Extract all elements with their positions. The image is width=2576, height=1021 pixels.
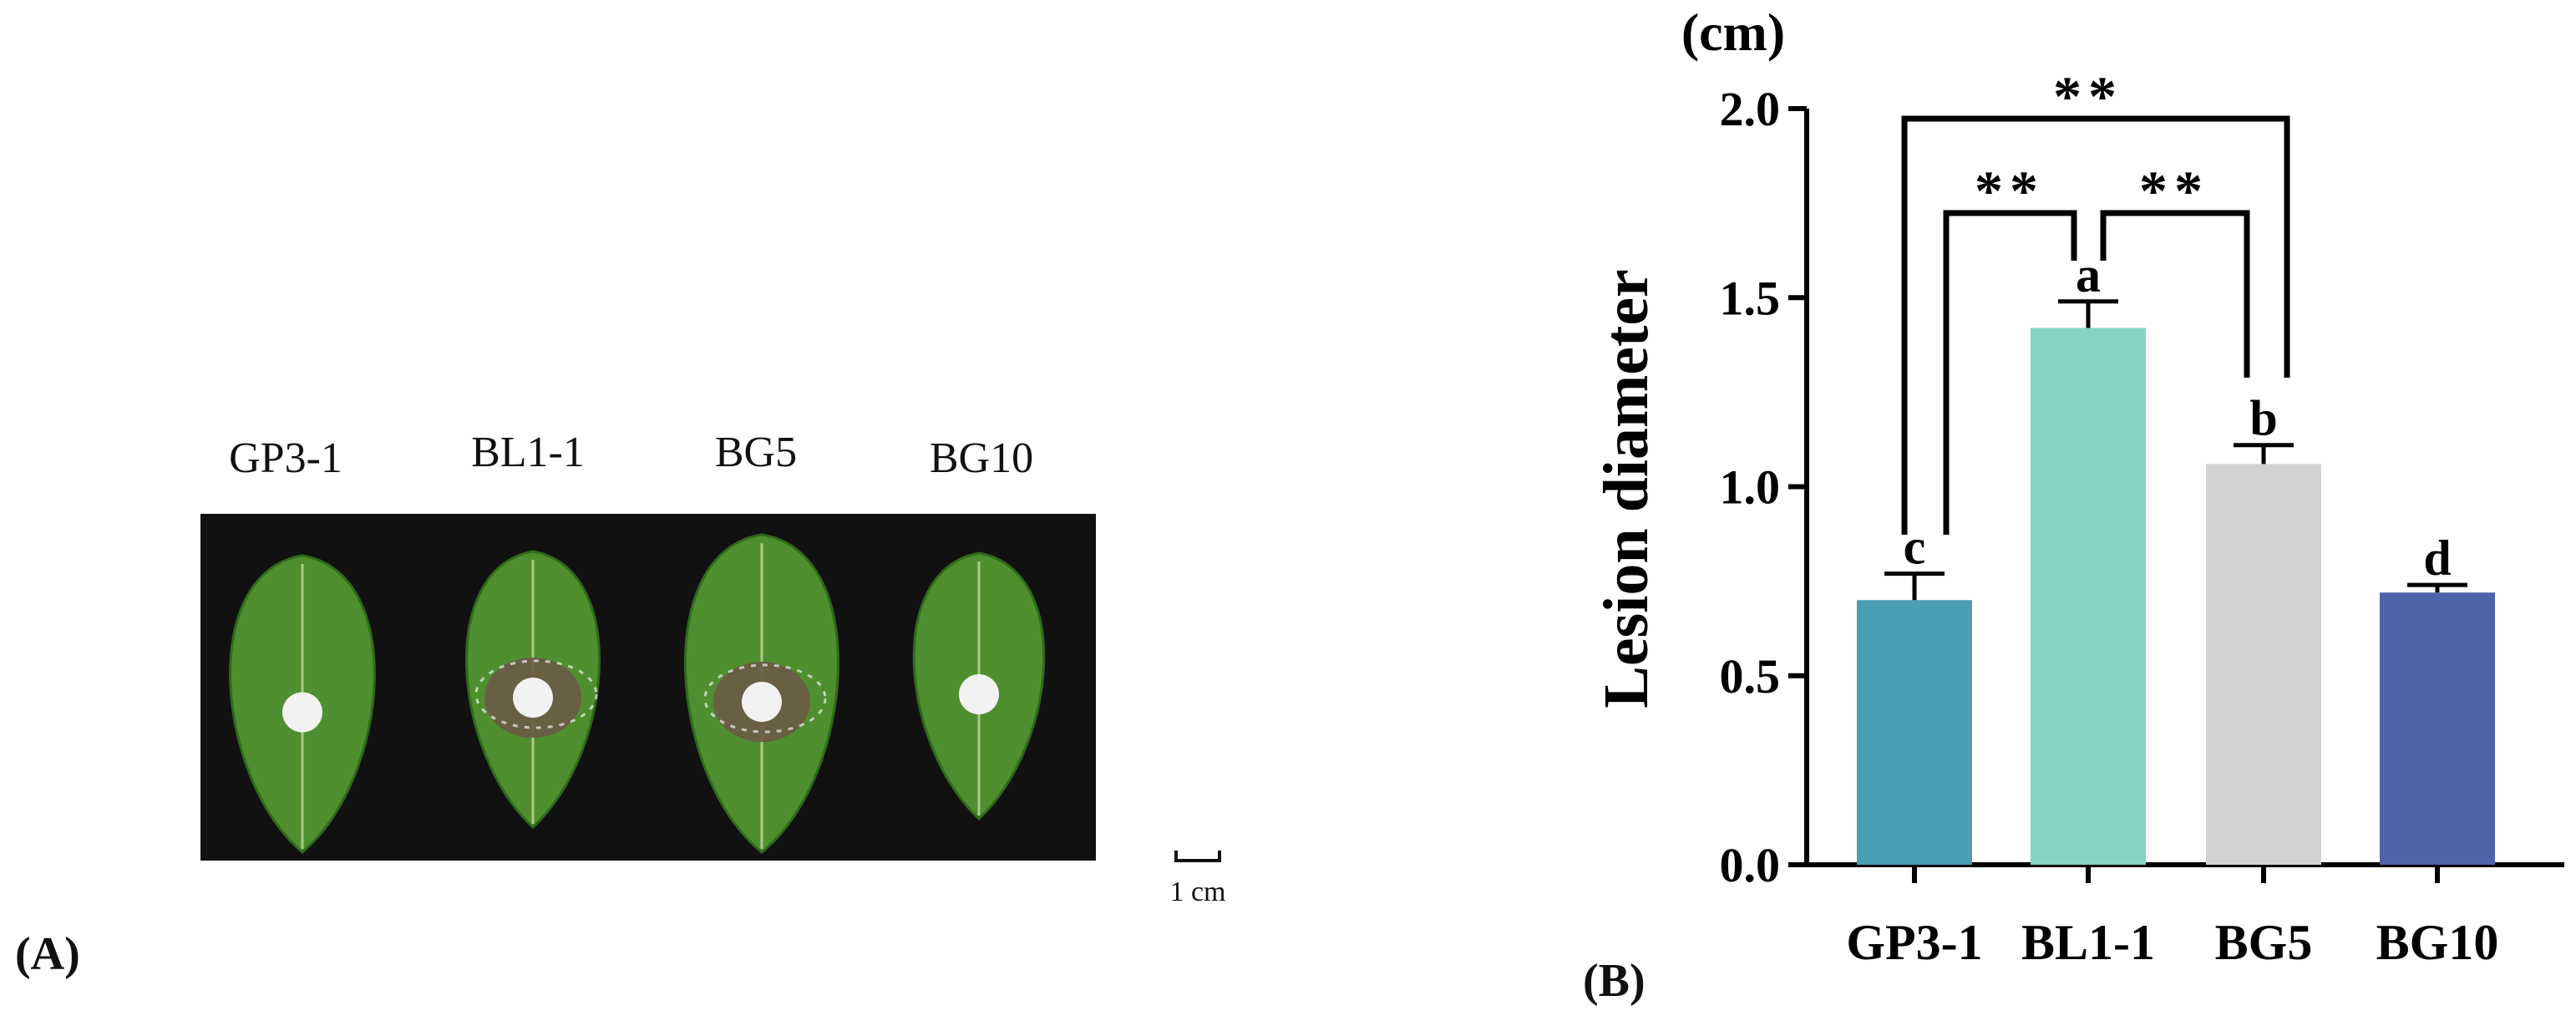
bar-chart: 0.00.51.01.52.0cGP3-1aBL1-1bBG5dBG10****… <box>1720 64 2564 970</box>
leaf-gp3-1 <box>229 554 376 854</box>
mycelial-plug <box>959 674 999 714</box>
y-tick-label: 2.0 <box>1720 82 1781 136</box>
y-axis-label: Lesion diameter <box>1591 269 1661 709</box>
significance-letter: a <box>2076 247 2101 302</box>
x-tick-label: BG5 <box>2215 915 2313 970</box>
leaf-bg5 <box>684 533 839 854</box>
y-tick-label: 1.0 <box>1720 460 1781 515</box>
significance-bracket <box>2100 210 2250 378</box>
significance-letter: b <box>2249 391 2277 446</box>
x-tick-label: GP3-1 <box>1846 915 1982 970</box>
bar-bg5 <box>2206 464 2321 865</box>
significance-stars: ** <box>1975 159 2045 222</box>
y-tick-label: 1.5 <box>1720 271 1781 325</box>
leaf-label: BL1-1 <box>471 429 585 476</box>
mycelium-halo <box>474 659 598 729</box>
panel-a-label: (A) <box>15 928 80 980</box>
significance-bracket <box>1901 115 2290 535</box>
bar-bl1-1 <box>2031 328 2146 865</box>
y-tick-label: 0.0 <box>1720 838 1781 892</box>
significance-bracket <box>1943 210 2077 535</box>
leaf-bl1-1 <box>465 550 601 830</box>
significance-stars: ** <box>2139 159 2209 222</box>
significance-stars: ** <box>2053 64 2123 128</box>
leaf-label: GP3-1 <box>229 434 342 482</box>
scale-bar-line <box>1174 851 1221 862</box>
mycelium-halo <box>703 663 827 734</box>
panel-a: GP3-1 BL1-1 BG5 BG10 1 cm (A) <box>15 429 1226 980</box>
leaf-labels: GP3-1 BL1-1 BG5 BG10 <box>229 429 1033 482</box>
leaf-bg10 <box>912 551 1046 821</box>
scale-bar: 1 cm <box>1169 851 1226 907</box>
mycelial-plug <box>513 678 553 718</box>
scale-bar-label: 1 cm <box>1169 876 1225 907</box>
leaf-photos <box>229 533 1046 854</box>
panel-b-label: (B) <box>1583 955 1645 1007</box>
bar-bg10 <box>2380 592 2495 865</box>
mycelial-plug <box>282 692 322 733</box>
y-tick-label: 0.5 <box>1720 649 1781 704</box>
mycelial-plug <box>742 682 782 722</box>
unit-label: (cm) <box>1681 3 1785 62</box>
leaf-label: BG10 <box>930 434 1033 482</box>
x-tick-label: BL1-1 <box>2021 915 2155 970</box>
panel-b: (cm) Lesion diameter 0.00.51.01.52.0cGP3… <box>1583 3 2564 1007</box>
leaf-label: BG5 <box>715 429 797 476</box>
significance-letter: d <box>2423 531 2451 586</box>
x-tick-label: BG10 <box>2376 915 2499 970</box>
bar-gp3-1 <box>1857 600 1972 865</box>
